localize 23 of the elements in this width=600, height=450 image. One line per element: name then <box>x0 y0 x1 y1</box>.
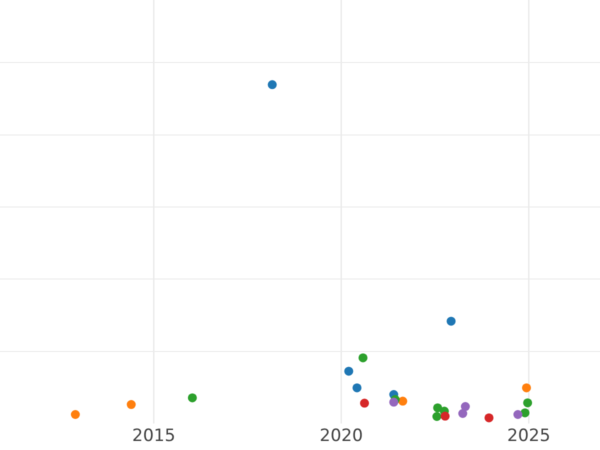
point <box>188 393 197 402</box>
x-tick-label: 2015 <box>132 426 176 446</box>
point <box>358 353 368 362</box>
x-tick-label: 2020 <box>320 426 363 446</box>
point <box>352 383 362 392</box>
point <box>398 396 408 406</box>
point <box>523 398 532 408</box>
point <box>389 398 398 407</box>
point <box>440 412 450 421</box>
point <box>70 410 80 420</box>
x-tick-label: 2025 <box>507 426 550 446</box>
point <box>522 383 531 392</box>
point <box>460 402 470 412</box>
point <box>360 398 369 408</box>
point <box>484 413 494 422</box>
point <box>458 409 468 418</box>
point <box>344 366 354 376</box>
point <box>126 400 136 410</box>
point <box>446 316 456 326</box>
point <box>513 410 522 420</box>
point <box>432 412 442 422</box>
point <box>268 80 277 90</box>
point <box>520 408 530 418</box>
